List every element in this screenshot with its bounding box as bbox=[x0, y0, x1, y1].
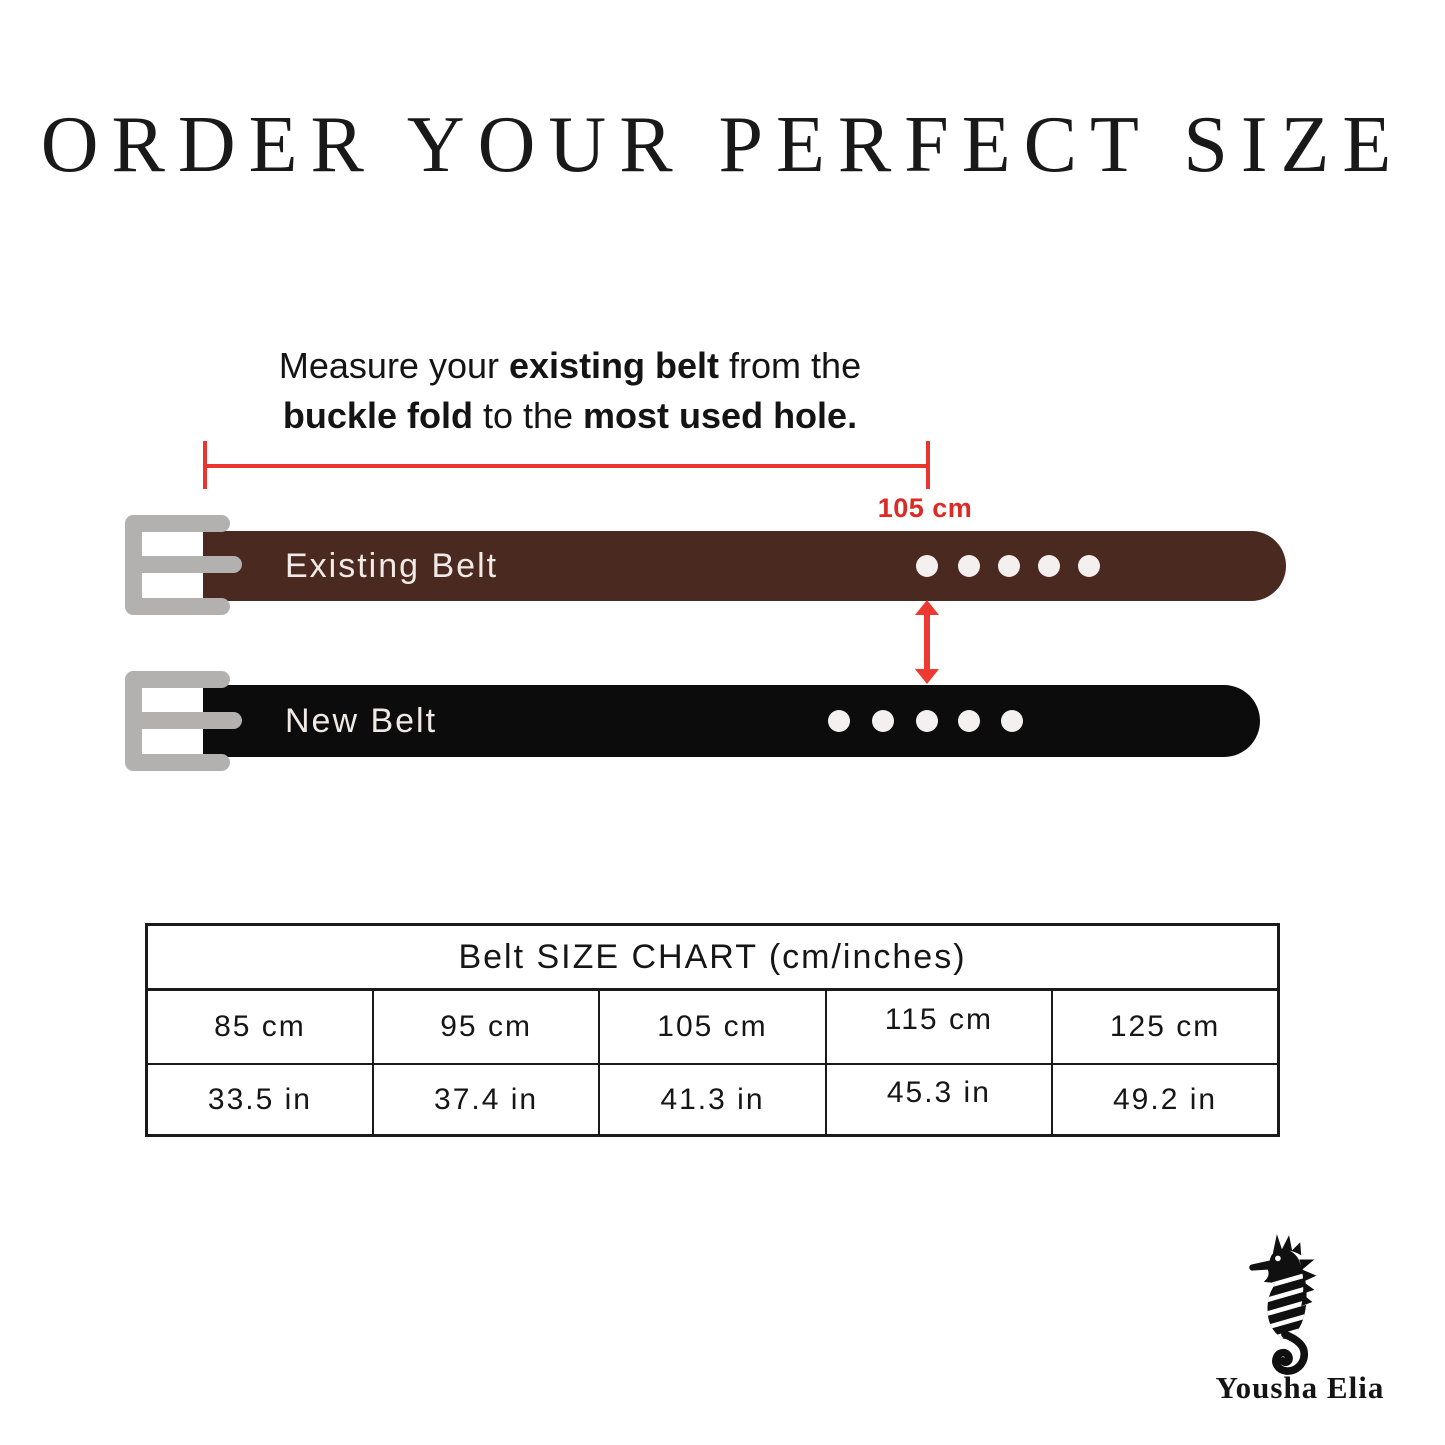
new-belt-buckle-icon bbox=[125, 671, 242, 771]
hole-alignment-arrow bbox=[924, 612, 930, 672]
size-cm-cell: 105 cm bbox=[598, 988, 827, 1065]
size-chart-title: Belt SIZE CHART (cm/inches) bbox=[145, 923, 1280, 991]
measurement-value: 105 cm bbox=[877, 493, 973, 523]
arrow-down-head-icon bbox=[915, 669, 939, 684]
brand-name: Yousha Elia bbox=[1215, 1370, 1385, 1405]
belt-hole bbox=[1078, 555, 1100, 577]
measurement-line bbox=[205, 464, 928, 468]
page-title: ORDER YOUR PERFECT SIZE bbox=[40, 101, 1405, 189]
measurement-tick-right bbox=[926, 441, 930, 489]
belt-hole bbox=[872, 710, 894, 732]
belt-hole bbox=[958, 555, 980, 577]
instruction-line-1: Measure your existing belt from the bbox=[278, 345, 862, 386]
size-cm-cell: 95 cm bbox=[371, 988, 601, 1065]
size-inch-cell: 45.3 in bbox=[824, 1063, 1054, 1137]
new-belt-label: New Belt bbox=[285, 701, 438, 740]
belt-size-chart: Belt SIZE CHART (cm/inches) 85 cm 95 cm … bbox=[145, 923, 1280, 1137]
size-cm-cell: 85 cm bbox=[145, 988, 374, 1065]
size-chart-header-row: Belt SIZE CHART (cm/inches) bbox=[145, 923, 1280, 991]
measurement-tick-left bbox=[203, 441, 207, 489]
existing-belt-buckle-icon bbox=[125, 515, 242, 615]
size-inch-cell: 33.5 in bbox=[145, 1063, 374, 1137]
size-cm-cell: 115 cm bbox=[824, 988, 1054, 1065]
existing-belt-label: Existing Belt bbox=[285, 546, 499, 585]
size-chart-inch-row: 33.5 in 37.4 in 41.3 in 45.3 in 49.2 in bbox=[145, 1063, 1280, 1137]
belt-hole bbox=[998, 555, 1020, 577]
belt-hole bbox=[916, 555, 938, 577]
belt-hole bbox=[828, 710, 850, 732]
belt-hole bbox=[1038, 555, 1060, 577]
size-cm-cell: 125 cm bbox=[1051, 988, 1280, 1065]
size-inch-cell: 49.2 in bbox=[1051, 1063, 1280, 1137]
belt-hole bbox=[958, 710, 980, 732]
belt-hole bbox=[916, 710, 938, 732]
existing-belt: Existing Belt bbox=[203, 531, 1286, 601]
size-inch-cell: 41.3 in bbox=[598, 1063, 827, 1137]
arrow-up-head-icon bbox=[915, 600, 939, 615]
measuring-instruction: Measure your existing belt from the buck… bbox=[170, 341, 970, 441]
brand-logo: Yousha Elia bbox=[1160, 1220, 1440, 1420]
size-chart-cm-row: 85 cm 95 cm 105 cm 115 cm 125 cm bbox=[145, 988, 1280, 1065]
belt-hole bbox=[1001, 710, 1023, 732]
seahorse-icon bbox=[1249, 1234, 1317, 1375]
instruction-line-2: buckle fold to the most used hole. bbox=[282, 395, 858, 436]
size-inch-cell: 37.4 in bbox=[371, 1063, 601, 1137]
new-belt: New Belt bbox=[203, 685, 1260, 757]
